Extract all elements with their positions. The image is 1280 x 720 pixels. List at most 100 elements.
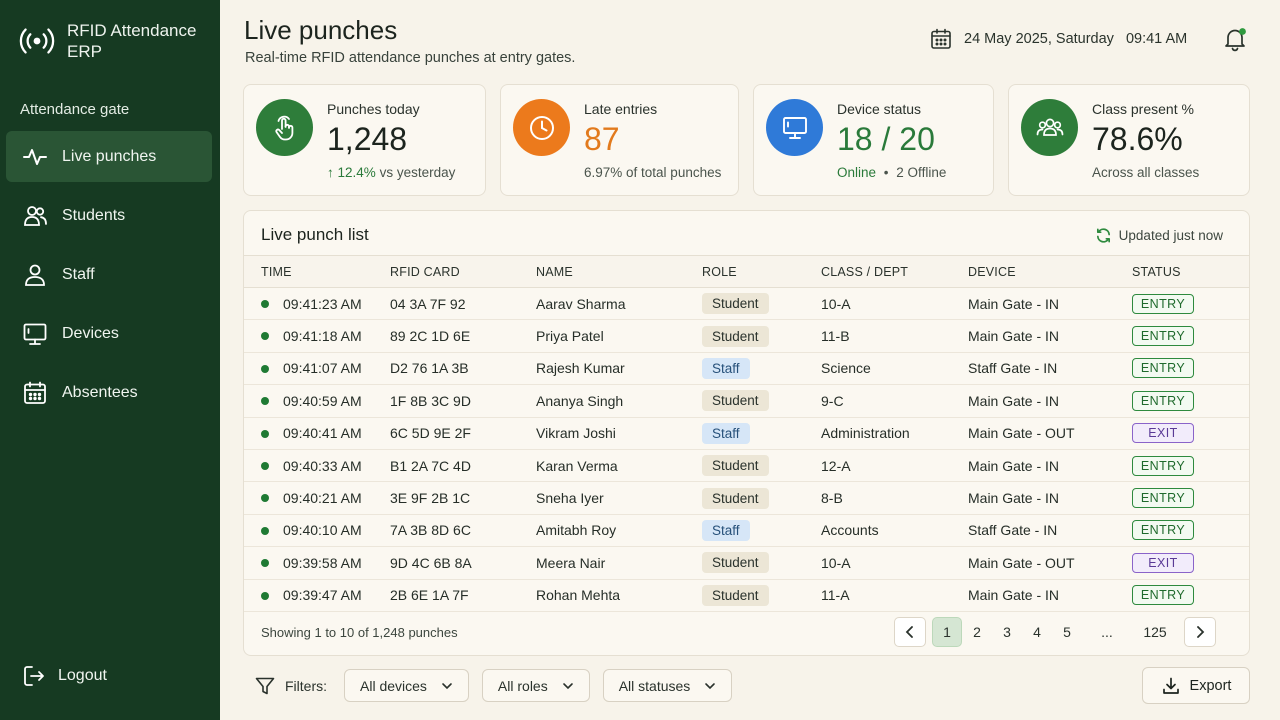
filter-icon	[255, 677, 275, 694]
live-dot-icon	[261, 299, 269, 308]
current-date: 24 May 2025, Saturday	[964, 31, 1114, 47]
status-filter-select[interactable]: All statuses	[602, 669, 733, 702]
cell-device: Main Gate - IN	[968, 319, 1132, 353]
updated-status[interactable]: Updated just now	[1095, 227, 1223, 244]
panel-title: Live punch list	[261, 225, 369, 244]
notification-bell-icon[interactable]	[1222, 26, 1248, 52]
cell-class: 9-C	[821, 384, 968, 418]
status-badge: ENTRY	[1132, 455, 1194, 476]
sidebar-item-absentees[interactable]: Absentees	[6, 367, 212, 418]
pagination: 1 2 3 4 5... 125	[894, 617, 1216, 647]
page-button[interactable]: 4	[1033, 624, 1041, 640]
column-header-device[interactable]: DEVICE	[968, 255, 1132, 288]
table-row[interactable]: 09:40:21 AM 3E 9F 2B 1C Sneha Iyer Student 8…	[244, 481, 1249, 515]
column-header-time[interactable]: TIME	[244, 255, 390, 288]
table-row[interactable]: 09:40:41 AM 6C 5D 9E 2F Vikram Joshi Staff A…	[244, 417, 1249, 450]
card-value: 78.6%	[1092, 121, 1183, 157]
chevron-down-icon	[442, 682, 452, 689]
cell-name: Priya Patel	[536, 319, 702, 353]
live-dot-icon	[261, 526, 269, 535]
cell-rfid-card: 3E 9F 2B 1C	[390, 481, 536, 515]
device-filter-select[interactable]: All devices	[344, 669, 469, 702]
column-header-rfid-card[interactable]: RFID CARD	[390, 255, 536, 288]
column-header-class[interactable]: CLASS / DEPT	[821, 255, 968, 288]
cell-name: Amitabh Roy	[536, 514, 702, 548]
cell-role: Student	[702, 481, 821, 515]
prev-page-button[interactable]	[894, 617, 926, 647]
page-button[interactable]: 5	[1063, 624, 1071, 640]
card-label: Punches today	[327, 101, 420, 117]
page-subtitle: Real-time RFID attendance punches at ent…	[245, 50, 576, 66]
monitor-icon	[782, 116, 807, 139]
current-time: 09:41 AM	[1125, 31, 1188, 47]
cell-class: 11-B	[821, 319, 968, 353]
live-dot-icon	[261, 364, 269, 373]
table-row[interactable]: 09:40:33 AM B1 2A 7C 4D Karan Verma Student…	[244, 449, 1249, 483]
export-button[interactable]: Export	[1142, 667, 1250, 704]
page-button[interactable]: 1	[932, 617, 962, 647]
column-header-name[interactable]: NAME	[536, 255, 702, 288]
monitor-icon	[23, 323, 47, 345]
page-button[interactable]: 125	[1143, 624, 1167, 640]
role-badge: Staff	[702, 519, 750, 541]
time-value: 09:41:07 AM	[283, 360, 362, 377]
column-header-role[interactable]: ROLE	[702, 255, 821, 288]
table-row[interactable]: 09:41:07 AM D2 76 1A 3B Rajesh Kumar Staff S…	[244, 352, 1249, 386]
page-numbers: 1 2 3 4 5... 125	[932, 617, 1178, 647]
user-icon	[25, 264, 45, 286]
card-late-entries: Late entries 87 6.97% of total punches	[500, 84, 739, 196]
cell-name: Aarav Sharma	[536, 287, 702, 321]
table-row[interactable]: 09:41:23 AM 04 3A 7F 92 Aarav Sharma Studen…	[244, 287, 1249, 321]
chevron-right-icon	[1197, 626, 1205, 638]
next-page-button[interactable]	[1184, 617, 1216, 647]
cell-status: ENTRY	[1132, 481, 1249, 515]
cell-time: 09:40:59 AM	[244, 384, 390, 418]
column-header-status[interactable]: STATUS	[1132, 255, 1249, 288]
sidebar-item-label: Staff	[62, 265, 95, 283]
time-value: 09:39:58 AM	[283, 554, 362, 571]
cell-class: 8-B	[821, 481, 968, 515]
cell-time: 09:40:10 AM	[244, 514, 390, 548]
time-value: 09:41:18 AM	[283, 328, 362, 345]
live-dot-icon	[261, 494, 269, 503]
datetime: 24 May 2025, Saturday 09:41 AM	[930, 28, 1187, 50]
live-dot-icon	[261, 461, 269, 470]
cell-rfid-card: 7A 3B 8D 6C	[390, 514, 536, 548]
tap-hand-icon	[274, 115, 293, 140]
time-value: 09:39:47 AM	[283, 587, 362, 604]
sidebar-item-live-punches[interactable]: Live punches	[6, 131, 212, 182]
card-foot: 6.97% of total punches	[584, 165, 722, 180]
cell-device: Main Gate - IN	[968, 579, 1132, 612]
cell-rfid-card: B1 2A 7C 4D	[390, 449, 536, 483]
page-button[interactable]: 3	[1003, 624, 1011, 640]
card-value: 87	[584, 121, 620, 157]
sidebar-item-devices[interactable]: Devices	[6, 308, 212, 359]
cell-name: Vikram Joshi	[536, 417, 702, 450]
device-online: Online	[837, 165, 877, 180]
clock-icon	[529, 115, 554, 140]
cell-time: 09:41:07 AM	[244, 352, 390, 386]
table-row[interactable]: 09:40:10 AM 7A 3B 8D 6C Amitabh Roy Staff Ac…	[244, 514, 1249, 548]
table-row[interactable]: 09:39:58 AM 9D 4C 6B 8A Meera Nair Student 1…	[244, 546, 1249, 580]
sidebar-item-students[interactable]: Students	[6, 190, 212, 241]
status-badge: EXIT	[1132, 423, 1194, 444]
table-row[interactable]: 09:41:18 AM 89 2C 1D 6E Priya Patel Student…	[244, 319, 1249, 353]
sidebar-item-staff[interactable]: Staff	[6, 249, 212, 300]
calendar-icon	[931, 28, 951, 49]
cell-device: Staff Gate - IN	[968, 352, 1132, 386]
cell-name: Meera Nair	[536, 546, 702, 580]
table-row[interactable]: 09:39:47 AM 2B 6E 1A 7F Rohan Mehta Student…	[244, 579, 1249, 612]
sidebar-item-label: Students	[62, 206, 126, 224]
page-button[interactable]: 2	[973, 624, 981, 640]
cell-role: Student	[702, 384, 821, 418]
device-offline: 2 Offline	[896, 165, 947, 180]
live-punch-list-panel: Live punch list Updated just now TIME RF…	[243, 210, 1250, 656]
table-header-row: TIME RFID CARD NAME ROLE CLASS / DEPT DE…	[244, 255, 1249, 288]
table-row[interactable]: 09:40:59 AM 1F 8B 3C 9D Ananya Singh Studen…	[244, 384, 1249, 418]
card-trend: ↑ 12.4% vs yesterday	[327, 165, 455, 180]
role-filter-select[interactable]: All roles	[481, 669, 590, 702]
cell-rfid-card: 2B 6E 1A 7F	[390, 579, 536, 612]
page-title: Live punches	[244, 15, 398, 45]
logout-button[interactable]: Logout	[22, 664, 107, 688]
card-class-present: Class present % 78.6% Across all classes	[1008, 84, 1250, 196]
